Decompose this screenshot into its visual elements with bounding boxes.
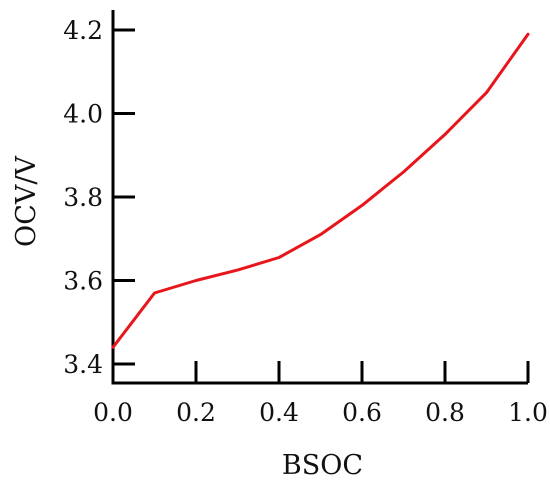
- ocv-series-line: [113, 34, 528, 347]
- x-tick-label: 0.4: [259, 398, 299, 427]
- y-tick-label: 3.4: [63, 350, 103, 379]
- x-tick-label: 0.0: [93, 398, 133, 427]
- y-ticks: 3.4 3.6 3.8 4.0 4.2: [63, 16, 135, 379]
- y-tick-label: 3.6: [63, 267, 103, 296]
- x-ticks: 0.0 0.2 0.4 0.6 0.8 1.0: [93, 361, 548, 427]
- y-tick-label: 4.2: [63, 16, 103, 45]
- x-tick-label: 0.6: [342, 398, 382, 427]
- x-axis-title: BSOC: [282, 450, 363, 481]
- y-axis-title: OCV/V: [11, 156, 42, 247]
- x-tick-label: 0.8: [425, 398, 465, 427]
- x-tick-label: 1.0: [508, 398, 548, 427]
- x-tick-label: 0.2: [176, 398, 216, 427]
- axes: [112, 10, 529, 385]
- series-layer: [113, 34, 528, 347]
- y-tick-label: 4.0: [63, 100, 103, 129]
- y-tick-label: 3.8: [63, 183, 103, 212]
